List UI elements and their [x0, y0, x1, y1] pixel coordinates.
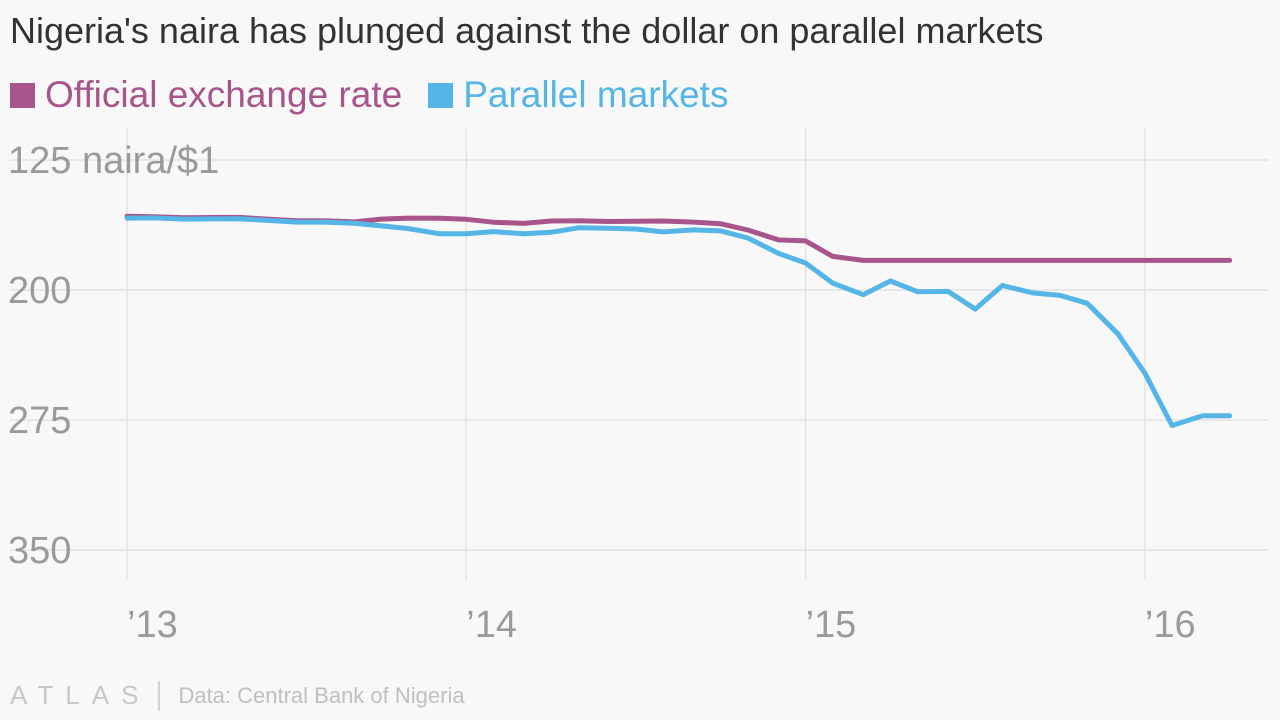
x-tick-label: ’14 — [466, 604, 517, 646]
parallel-market-line — [124, 215, 1233, 428]
legend-label-official: Official exchange rate — [45, 74, 403, 115]
x-tick-label: ’13 — [127, 604, 178, 646]
series-lines — [124, 213, 1233, 428]
x-tick-label: ’16 — [1145, 604, 1196, 646]
gridlines — [10, 128, 1268, 580]
atlas-logo: ATLAS — [10, 680, 151, 710]
footer-divider — [158, 680, 161, 711]
legend-swatch-official — [10, 82, 35, 108]
y-tick-label: 125 naira/$1 — [8, 140, 219, 182]
legend-item-official: Official exchange rate — [10, 74, 402, 116]
legend-item-parallel: Parallel markets — [428, 74, 728, 116]
footer: ATLAS Data: Central Bank of Nigeria — [10, 680, 465, 711]
source-note: Data: Central Bank of Nigeria — [178, 682, 465, 708]
legend-label-parallel: Parallel markets — [463, 74, 729, 115]
x-tick-label: ’15 — [806, 604, 857, 646]
chart-title: Nigeria's naira has plunged against the … — [10, 10, 1044, 51]
line-chart: 125 naira/$1 200 275 350 ’13 ’14 ’15 ’16 — [8, 128, 1268, 646]
legend: Official exchange rate Parallel markets — [10, 74, 754, 116]
y-tick-label: 350 — [8, 530, 71, 572]
y-tick-label: 275 — [8, 400, 71, 442]
axis-labels: 125 naira/$1 200 275 350 ’13 ’14 ’15 ’16 — [8, 140, 1196, 646]
legend-swatch-parallel — [428, 82, 454, 108]
y-tick-label: 200 — [8, 270, 71, 312]
